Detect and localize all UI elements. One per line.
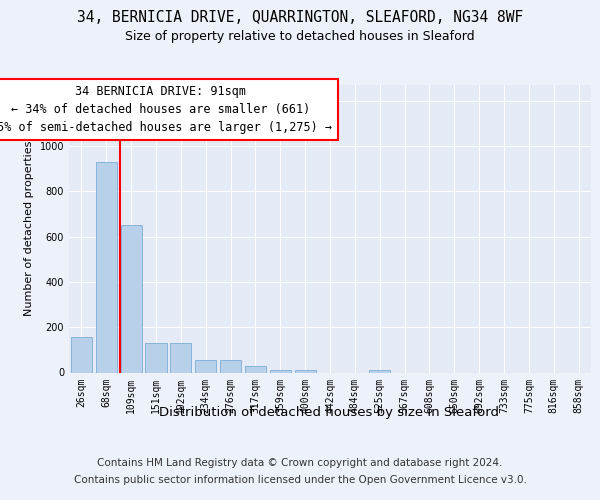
Text: Size of property relative to detached houses in Sleaford: Size of property relative to detached ho…	[125, 30, 475, 43]
Text: Contains public sector information licensed under the Open Government Licence v3: Contains public sector information licen…	[74, 475, 526, 485]
Bar	[121, 226, 142, 372]
Bar	[220, 360, 241, 372]
Text: 34, BERNICIA DRIVE, QUARRINGTON, SLEAFORD, NG34 8WF: 34, BERNICIA DRIVE, QUARRINGTON, SLEAFOR…	[77, 10, 523, 25]
Bar	[369, 370, 390, 372]
Bar	[71, 338, 92, 372]
Bar	[195, 360, 216, 372]
Text: 34 BERNICIA DRIVE: 91sqm
← 34% of detached houses are smaller (661)
65% of semi-: 34 BERNICIA DRIVE: 91sqm ← 34% of detach…	[0, 86, 332, 134]
Text: Contains HM Land Registry data © Crown copyright and database right 2024.: Contains HM Land Registry data © Crown c…	[97, 458, 503, 468]
Bar	[295, 370, 316, 372]
Bar	[270, 370, 291, 372]
Bar	[245, 366, 266, 372]
Bar	[145, 343, 167, 372]
Y-axis label: Number of detached properties: Number of detached properties	[24, 141, 34, 316]
Text: Distribution of detached houses by size in Sleaford: Distribution of detached houses by size …	[159, 406, 499, 419]
Bar	[96, 162, 117, 372]
Bar	[170, 343, 191, 372]
